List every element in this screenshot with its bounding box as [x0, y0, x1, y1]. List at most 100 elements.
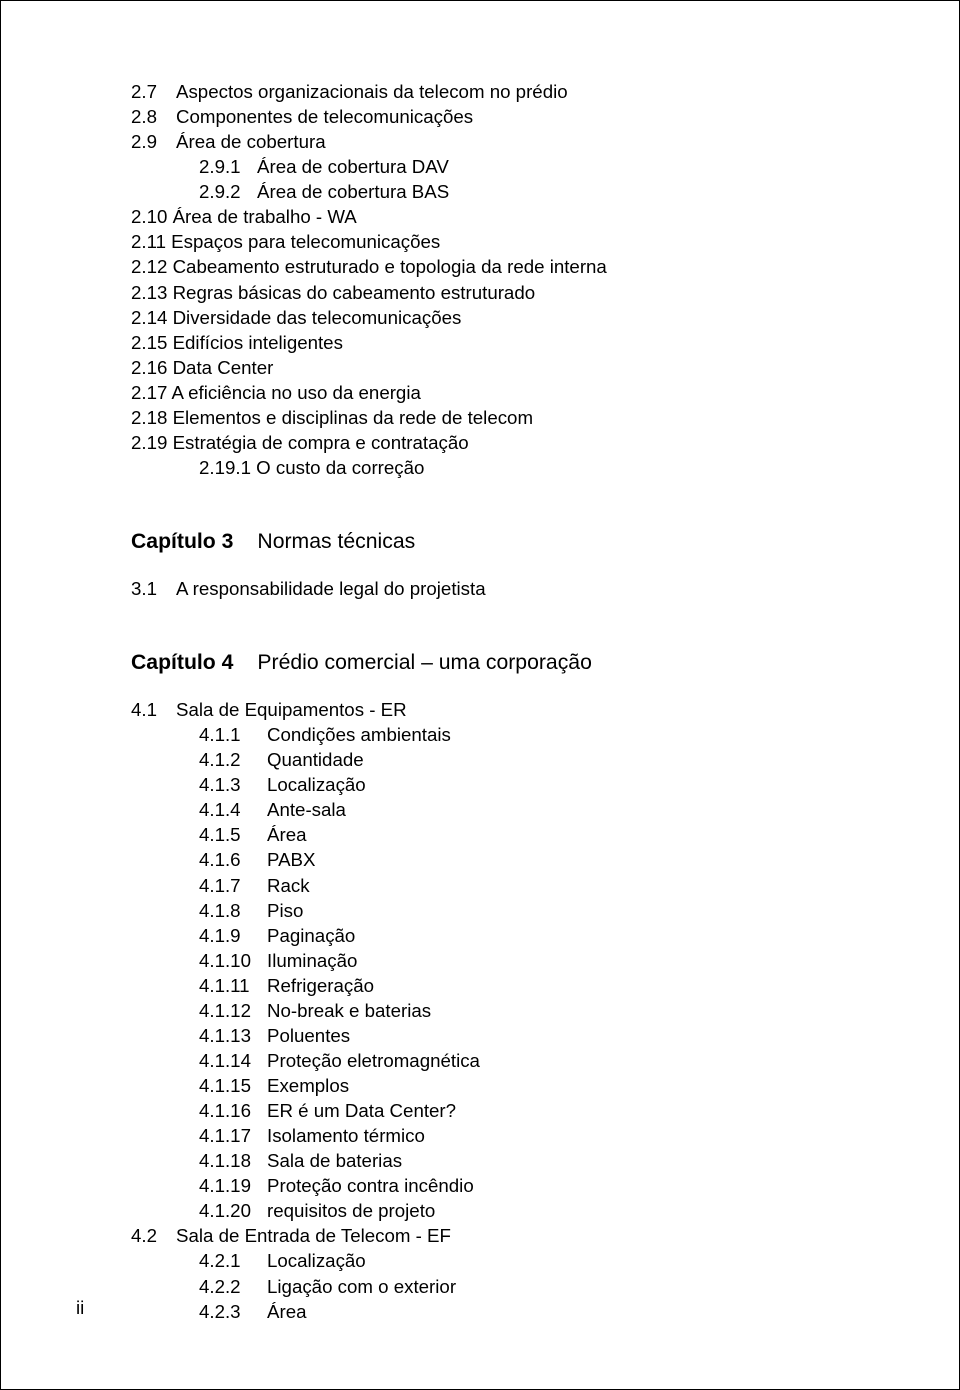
- toc-text: 2.13 Regras básicas do cabeamento estrut…: [131, 282, 535, 304]
- section-3: 3.1A responsabilidade legal do projetist…: [131, 578, 849, 600]
- toc-entry: 4.1Sala de Equipamentos - ER: [131, 699, 849, 721]
- toc-entry: 2.9.1Área de cobertura DAV: [131, 156, 849, 178]
- toc-text: 2.17 A eficiência no uso da energia: [131, 382, 421, 404]
- toc-number: 4.1.11: [199, 975, 267, 997]
- toc-text: Condições ambientais: [267, 724, 451, 746]
- toc-number: 4.1.18: [199, 1150, 267, 1172]
- toc-entry: 4.1.4Ante-sala: [131, 799, 849, 821]
- toc-entry: 2.11 Espaços para telecomunicações: [131, 231, 849, 253]
- toc-text: Poluentes: [267, 1025, 350, 1047]
- toc-entry: 4.1.8Piso: [131, 900, 849, 922]
- toc-number: 4.1.10: [199, 950, 267, 972]
- toc-number: 2.9.2: [199, 181, 257, 203]
- toc-entry: 4.1.9Paginação: [131, 925, 849, 947]
- toc-entry: 4.1.11Refrigeração: [131, 975, 849, 997]
- toc-number: 4.1.4: [199, 799, 267, 821]
- toc-entry: 4.2.1Localização: [131, 1250, 849, 1272]
- toc-text: 2.19.1 O custo da correção: [199, 457, 424, 478]
- toc-text: Componentes de telecomunicações: [176, 106, 473, 128]
- toc-text: ER é um Data Center?: [267, 1100, 456, 1122]
- toc-text: PABX: [267, 849, 315, 871]
- toc-text: 2.14 Diversidade das telecomunicações: [131, 307, 461, 329]
- section-4: 4.1Sala de Equipamentos - ER 4.1.1Condiçõ…: [131, 699, 849, 1323]
- toc-number: 4.1.8: [199, 900, 267, 922]
- toc-text: Área de cobertura DAV: [257, 156, 449, 178]
- toc-number: 4.1.2: [199, 749, 267, 771]
- toc-text: Sala de Equipamentos - ER: [176, 699, 407, 721]
- toc-text: 2.12 Cabeamento estruturado e topologia …: [131, 256, 607, 278]
- toc-entry: 2.10 Área de trabalho - WA: [131, 206, 849, 228]
- toc-entry: 4.1.19Proteção contra incêndio: [131, 1175, 849, 1197]
- toc-number: 4.1.15: [199, 1075, 267, 1097]
- toc-number: 4.1.1: [199, 724, 267, 746]
- toc-entry: 4.1.18Sala de baterias: [131, 1150, 849, 1172]
- page: 2.7Aspectos organizacionais da telecom n…: [0, 0, 960, 1390]
- toc-number: 3.1: [131, 578, 176, 600]
- toc-text: Área de cobertura: [176, 131, 326, 153]
- toc-text: Área de cobertura BAS: [257, 181, 449, 203]
- toc-entry: 2.19 Estratégia de compra e contratação: [131, 432, 849, 454]
- toc-entry: 4.1.20requisitos de projeto: [131, 1200, 849, 1222]
- toc-text: Proteção contra incêndio: [267, 1175, 474, 1197]
- toc-number: 2.9: [131, 131, 176, 153]
- toc-text: Localização: [267, 1250, 366, 1272]
- toc-number: 4.1.20: [199, 1200, 267, 1222]
- toc-text: Piso: [267, 900, 303, 922]
- toc-text: 2.19 Estratégia de compra e contratação: [131, 432, 469, 454]
- toc-entry: 4.1.15Exemplos: [131, 1075, 849, 1097]
- toc-entry: 2.12 Cabeamento estruturado e topologia …: [131, 256, 849, 278]
- toc-entry: 4.1.1Condições ambientais: [131, 724, 849, 746]
- toc-text: Ante-sala: [267, 799, 346, 821]
- toc-number: 4.1.13: [199, 1025, 267, 1047]
- toc-text: Área: [267, 824, 306, 846]
- toc-entry: 4.1.2Quantidade: [131, 749, 849, 771]
- toc-text: 2.18 Elementos e disciplinas da rede de …: [131, 407, 533, 429]
- toc-entry: 2.13 Regras básicas do cabeamento estrut…: [131, 282, 849, 304]
- toc-entry: 2.18 Elementos e disciplinas da rede de …: [131, 407, 849, 429]
- toc-text: Paginação: [267, 925, 355, 947]
- toc-text: Sala de baterias: [267, 1150, 402, 1172]
- toc-entry: 4.2.3Área: [131, 1301, 849, 1323]
- toc-text: Ligação com o exterior: [267, 1276, 456, 1298]
- toc-number: 2.8: [131, 106, 176, 128]
- chapter-4-label: Capítulo 4: [131, 650, 233, 675]
- toc-entry: 4.1.14Proteção eletromagnética: [131, 1050, 849, 1072]
- section-2: 2.7Aspectos organizacionais da telecom n…: [131, 81, 849, 479]
- toc-text: Aspectos organizacionais da telecom no p…: [176, 81, 568, 103]
- toc-text: Localização: [267, 774, 366, 796]
- toc-entry: 4.1.7Rack: [131, 875, 849, 897]
- toc-text: Iluminação: [267, 950, 357, 972]
- toc-text: 2.15 Edifícios inteligentes: [131, 332, 343, 354]
- toc-entry: 2.17 A eficiência no uso da energia: [131, 382, 849, 404]
- toc-text: Exemplos: [267, 1075, 349, 1097]
- toc-number: 4.1.7: [199, 875, 267, 897]
- toc-entry: 2.7Aspectos organizacionais da telecom n…: [131, 81, 849, 103]
- toc-entry: 2.15 Edifícios inteligentes: [131, 332, 849, 354]
- toc-entry: 2.9.2Área de cobertura BAS: [131, 181, 849, 203]
- chapter-3-heading: Capítulo 3 Normas técnicas: [131, 529, 849, 554]
- toc-entry: 4.1.3Localização: [131, 774, 849, 796]
- page-number: ii: [76, 1297, 84, 1319]
- toc-number: 4.1.16: [199, 1100, 267, 1122]
- toc-entry: 4.2Sala de Entrada de Telecom - EF: [131, 1225, 849, 1247]
- toc-text: requisitos de projeto: [267, 1200, 435, 1222]
- toc-number: 4.2.2: [199, 1276, 267, 1298]
- toc-text: Isolamento térmico: [267, 1125, 425, 1147]
- toc-text: A responsabilidade legal do projetista: [176, 578, 486, 600]
- toc-text: Refrigeração: [267, 975, 374, 997]
- toc-entry: 4.2.2Ligação com o exterior: [131, 1276, 849, 1298]
- toc-entry: 4.1.16ER é um Data Center?: [131, 1100, 849, 1122]
- toc-number: 4.2.1: [199, 1250, 267, 1272]
- chapter-4-title: Prédio comercial – uma corporação: [257, 650, 591, 675]
- toc-entry: 2.8Componentes de telecomunicações: [131, 106, 849, 128]
- toc-number: 4.1: [131, 699, 176, 721]
- toc-number: 4.1.5: [199, 824, 267, 846]
- toc-entry: 2.9Área de cobertura: [131, 131, 849, 153]
- toc-number: 4.1.3: [199, 774, 267, 796]
- toc-text: Sala de Entrada de Telecom - EF: [176, 1225, 451, 1247]
- toc-entry: 2.14 Diversidade das telecomunicações: [131, 307, 849, 329]
- toc-entry: 4.1.6PABX: [131, 849, 849, 871]
- toc-text: 2.16 Data Center: [131, 357, 273, 379]
- toc-number: 2.7: [131, 81, 176, 103]
- chapter-4-heading: Capítulo 4 Prédio comercial – uma corpor…: [131, 650, 849, 675]
